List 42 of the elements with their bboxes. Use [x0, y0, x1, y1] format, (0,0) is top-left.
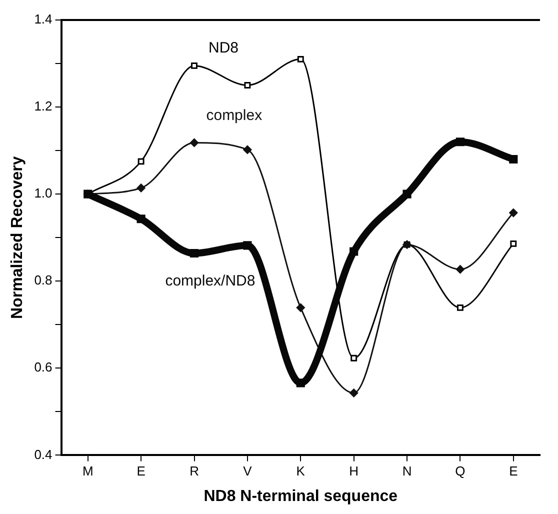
- point: [350, 247, 358, 256]
- point: [296, 378, 305, 388]
- point: [456, 138, 464, 146]
- point: [456, 265, 464, 274]
- x-axis-title: ND8 N-terminal sequence: [204, 488, 398, 505]
- point: [190, 248, 199, 258]
- series-label: ND8: [208, 39, 239, 56]
- y-tick-label: 0.4: [34, 446, 52, 462]
- x-tick-label: R: [190, 464, 199, 479]
- x-tick-label: N: [402, 464, 412, 479]
- point: [136, 184, 146, 192]
- point: [138, 158, 144, 165]
- y-tick-label: 1.0: [34, 186, 52, 201]
- point: [191, 62, 198, 69]
- y-tick-label: 0.6: [34, 360, 52, 375]
- x-tick-label: V: [243, 464, 252, 479]
- point: [243, 241, 252, 250]
- y-tick-label: 1.4: [34, 12, 52, 27]
- point: [456, 304, 464, 311]
- point: [136, 214, 146, 224]
- y-axis-title: Normalized Recovery: [9, 156, 26, 319]
- point: [296, 303, 305, 312]
- x-tick-label: H: [349, 464, 359, 479]
- series-label: complex/ND8: [165, 272, 256, 290]
- point: [244, 82, 251, 89]
- point: [297, 56, 304, 62]
- x-tick-label: E: [136, 464, 146, 479]
- x-tick-label: Q: [455, 464, 466, 479]
- point: [509, 154, 518, 164]
- x-tick-label: K: [296, 464, 306, 479]
- point: [190, 138, 198, 147]
- y-tick-label: 0.8: [34, 272, 52, 288]
- point: [243, 145, 252, 154]
- point: [350, 354, 358, 362]
- y-tick-label: 1.2: [34, 98, 52, 114]
- point: [510, 240, 517, 247]
- series-label: complex: [206, 106, 263, 124]
- point: [402, 190, 412, 198]
- point: [509, 208, 518, 218]
- x-tick-label: E: [509, 464, 518, 479]
- x-tick-label: M: [82, 464, 94, 479]
- point: [350, 388, 358, 398]
